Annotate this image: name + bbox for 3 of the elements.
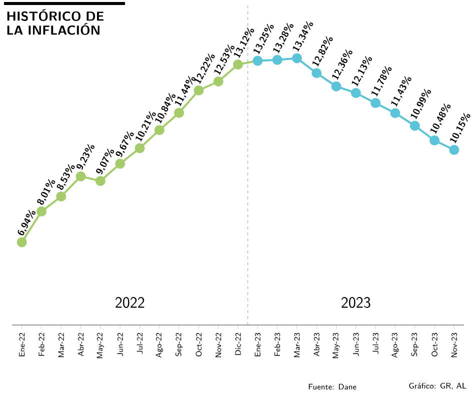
text: 2023 (342, 296, 370, 308)
text: 2022 (116, 296, 144, 308)
chart-title: HISTÓRICO DE LA INFLACIÓN (7, 9, 104, 35)
